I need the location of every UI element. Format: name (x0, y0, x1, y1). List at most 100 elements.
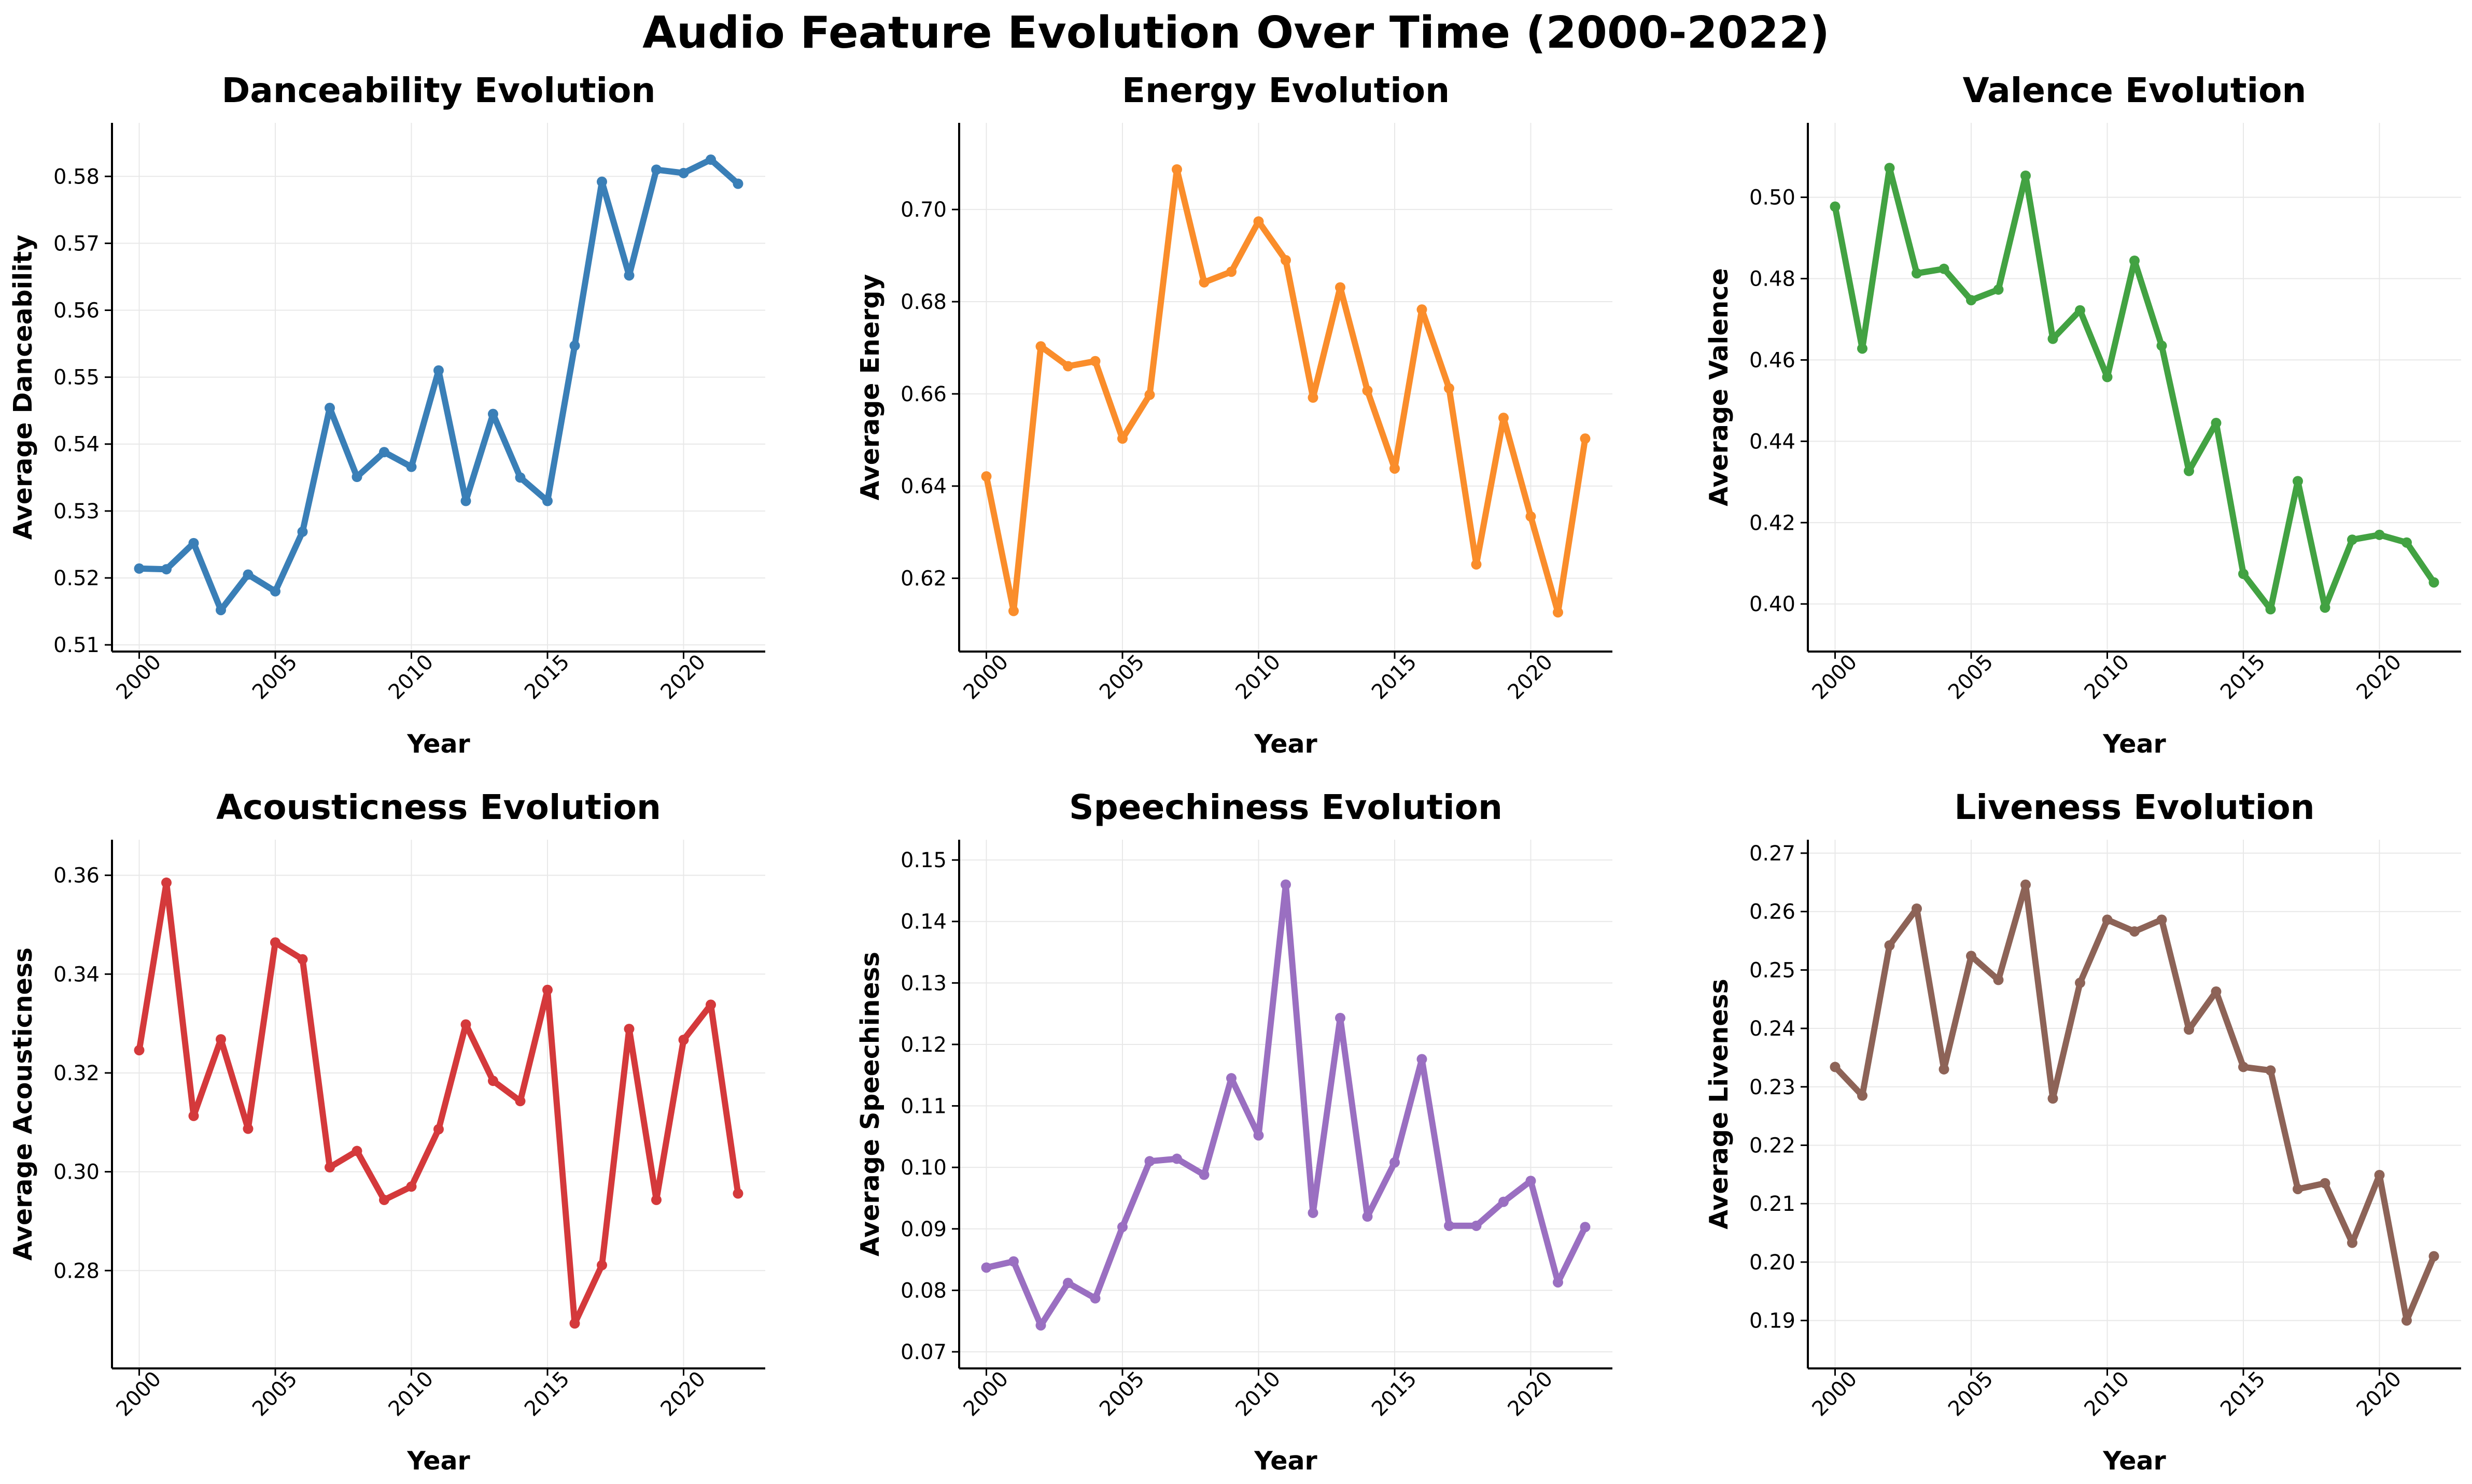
data-point (1226, 266, 1237, 277)
data-point (1580, 1222, 1591, 1233)
y-tick-label: 0.27 (1749, 842, 1795, 866)
data-point (515, 472, 526, 483)
data-point (2156, 914, 2167, 925)
data-point (2075, 978, 2085, 988)
data-point (379, 447, 389, 458)
data-point (1830, 1062, 1841, 1072)
data-point (1444, 1220, 1454, 1231)
data-point (188, 1110, 199, 1121)
data-point (1939, 263, 1949, 274)
y-tick-label: 0.56 (53, 299, 100, 323)
data-point (1281, 255, 1291, 266)
data-point (1966, 295, 1976, 306)
data-point (216, 604, 226, 615)
y-tick-label: 0.23 (1749, 1076, 1795, 1099)
x-axis-label: Year (406, 729, 470, 759)
y-tick-label: 0.42 (1749, 511, 1795, 535)
data-point (2293, 1183, 2303, 1194)
data-point (1144, 1156, 1155, 1167)
data-point (1008, 1256, 1019, 1267)
x-axis-label: Year (406, 1446, 470, 1476)
y-tick-label: 0.64 (901, 475, 947, 499)
data-point (297, 954, 308, 965)
data-point (1362, 385, 1373, 396)
data-point (706, 154, 716, 165)
data-point (1199, 1169, 1210, 1180)
data-point (1857, 1090, 1867, 1101)
data-point (1063, 1278, 1073, 1289)
data-point (1939, 1064, 1949, 1075)
data-point (1008, 605, 1019, 616)
y-tick-label: 0.20 (1749, 1251, 1795, 1275)
y-tick-label: 0.57 (53, 232, 100, 256)
data-point (651, 1194, 662, 1205)
data-point (1117, 433, 1128, 444)
data-point (706, 999, 716, 1010)
data-point (1525, 1176, 1536, 1186)
x-axis-label: Year (2102, 1446, 2166, 1476)
data-point (2156, 340, 2167, 351)
data-point (1966, 951, 1976, 962)
y-axis-label: Average Energy (855, 274, 885, 501)
data-point (325, 1162, 335, 1173)
data-point (433, 365, 444, 376)
y-tick-label: 0.14 (901, 910, 947, 934)
data-point (2184, 465, 2194, 476)
data-point (1912, 268, 1922, 279)
data-point (488, 1076, 498, 1086)
y-tick-label: 0.34 (53, 963, 100, 986)
data-point (651, 164, 662, 175)
y-axis-label: Average Valence (1704, 268, 1734, 506)
data-point (2374, 529, 2385, 540)
data-point (488, 408, 498, 419)
data-point (243, 569, 254, 580)
y-axis-label: Average Acousticness (8, 948, 38, 1261)
y-tick-label: 0.09 (901, 1218, 947, 1241)
data-point (2293, 476, 2303, 487)
data-point (2238, 569, 2249, 580)
data-point (1884, 163, 1895, 174)
data-point (2047, 1093, 2058, 1104)
data-point (161, 564, 172, 575)
y-tick-label: 0.44 (1749, 430, 1795, 454)
data-point (2347, 534, 2357, 545)
data-point (2047, 333, 2058, 344)
data-point (1335, 1012, 1345, 1023)
data-point (270, 937, 280, 948)
data-point (1389, 463, 1400, 474)
subplot-title: Acousticness Evolution (216, 787, 661, 827)
data-point (1172, 1153, 1182, 1164)
data-point (1580, 433, 1591, 444)
y-tick-label: 0.24 (1749, 1017, 1795, 1041)
data-point (325, 403, 335, 414)
data-point (1830, 201, 1841, 212)
data-point (542, 496, 553, 506)
data-point (624, 270, 635, 281)
data-point (569, 340, 580, 351)
data-point (243, 1123, 254, 1134)
y-tick-label: 0.08 (901, 1279, 947, 1303)
data-point (1553, 1277, 1563, 1288)
data-point (981, 1262, 992, 1273)
y-tick-label: 0.10 (901, 1156, 947, 1180)
data-point (134, 563, 145, 574)
data-point (433, 1124, 444, 1135)
data-point (134, 1045, 145, 1056)
data-point (2238, 1062, 2249, 1072)
data-point (678, 1035, 689, 1045)
y-tick-label: 0.58 (53, 165, 100, 189)
figure-title: Audio Feature Evolution Over Time (2000-… (642, 7, 1830, 59)
data-point (1416, 1054, 1427, 1065)
y-axis-label: Average Liveness (1704, 979, 1734, 1229)
data-point (1553, 607, 1563, 618)
y-tick-label: 0.68 (901, 290, 947, 314)
y-tick-label: 0.19 (1749, 1309, 1795, 1333)
data-point (1253, 216, 1264, 227)
data-point (2075, 305, 2085, 316)
data-point (216, 1034, 226, 1045)
x-axis-label: Year (1254, 729, 1317, 759)
data-point (2265, 604, 2276, 615)
y-tick-label: 0.15 (901, 849, 947, 872)
